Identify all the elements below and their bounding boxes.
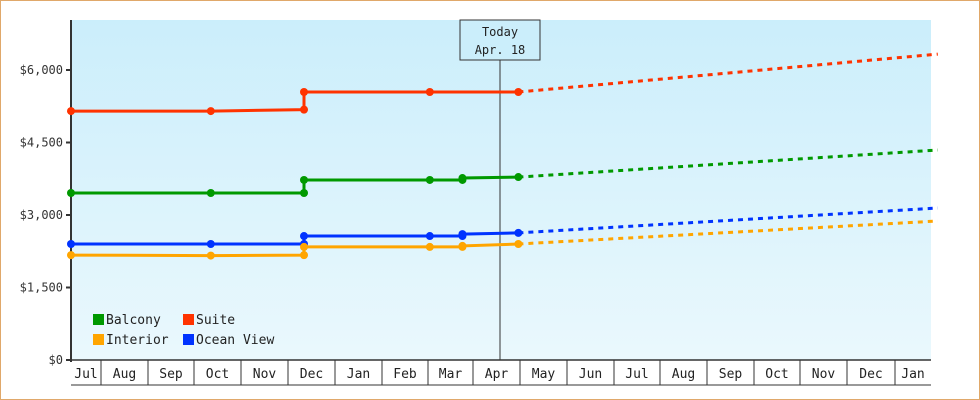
data-point[interactable] [514, 228, 523, 237]
data-point[interactable] [67, 189, 75, 198]
month-label: Aug [113, 367, 136, 382]
data-point[interactable] [300, 105, 308, 114]
legend-label: Balcony [106, 313, 161, 328]
legend-item: Suite [183, 313, 235, 328]
month-label: Dec [859, 367, 882, 382]
data-point[interactable] [425, 232, 434, 241]
series-group [67, 52, 938, 260]
y-tick-label: $0 [49, 353, 63, 367]
data-point[interactable] [300, 87, 308, 96]
today-label: Today [482, 25, 518, 39]
month-label: Oct [765, 367, 788, 382]
month-label: Jul [74, 367, 97, 382]
data-point[interactable] [458, 230, 467, 239]
month-label: May [532, 367, 556, 382]
data-point[interactable] [458, 241, 467, 250]
legend-swatch [183, 334, 194, 345]
month-label: Jan [901, 367, 924, 382]
month-label: Dec [300, 367, 323, 382]
month-label: Mar [439, 367, 463, 382]
data-point[interactable] [67, 240, 75, 248]
plot-area [71, 20, 931, 360]
month-label: Jul [625, 367, 648, 382]
x-axis: Jul Aug Sep Oct Nov Dec Jan Feb Mar Apr May Jun Jul A… [71, 359, 931, 386]
legend-swatch [93, 334, 104, 345]
data-point[interactable] [514, 173, 523, 182]
legend: Balcony Suite Interior Ocean View [93, 313, 274, 348]
series-suite [67, 52, 938, 116]
y-tick-label: $6,000 [20, 63, 63, 77]
y-tick-label: $3,000 [20, 208, 63, 222]
today-date: Apr. 18 [475, 43, 526, 57]
month-label: Aug [672, 367, 695, 382]
legend-swatch [93, 314, 104, 325]
month-label: Sep [719, 367, 743, 382]
month-label: Nov [253, 367, 277, 382]
series-ocean-view [67, 206, 938, 248]
legend-label: Ocean View [196, 333, 274, 348]
data-point[interactable] [425, 175, 434, 184]
month-label: Apr [485, 367, 509, 382]
data-point[interactable] [300, 175, 308, 184]
y-tick-label: $4,500 [20, 136, 63, 150]
data-point[interactable] [206, 189, 215, 198]
month-label: Feb [393, 367, 417, 382]
data-point[interactable] [300, 232, 308, 241]
month-label: Jun [579, 367, 602, 382]
data-point[interactable] [300, 242, 308, 251]
data-point[interactable] [300, 189, 308, 198]
data-point[interactable] [514, 240, 523, 248]
data-point[interactable] [300, 251, 308, 260]
data-point[interactable] [458, 174, 467, 183]
data-point[interactable] [206, 251, 215, 260]
data-point[interactable] [206, 107, 215, 116]
legend-swatch [183, 314, 194, 325]
y-tick-label: $1,500 [20, 281, 63, 295]
legend-item: Balcony [93, 313, 161, 328]
legend-item: Interior [93, 333, 169, 348]
data-point[interactable] [67, 107, 75, 116]
legend-item: Ocean View [183, 333, 274, 348]
data-point[interactable] [206, 240, 215, 248]
today-box [459, 19, 541, 61]
legend-label: Interior [106, 333, 169, 348]
month-label: Nov [812, 367, 836, 382]
data-point[interactable] [425, 87, 434, 96]
series-balcony [67, 148, 938, 198]
month-label: Jan [347, 367, 370, 382]
month-label: Oct [206, 367, 229, 382]
legend-label: Suite [196, 313, 235, 328]
series-interior [67, 219, 938, 260]
data-point[interactable] [425, 242, 434, 251]
today-marker: Today Apr. 18 [459, 19, 541, 360]
data-point[interactable] [514, 87, 523, 96]
y-axis: $0 $1,500 $3,000 $4,500 $6,000 [20, 20, 72, 367]
data-point[interactable] [67, 251, 75, 260]
month-label: Sep [159, 367, 183, 382]
